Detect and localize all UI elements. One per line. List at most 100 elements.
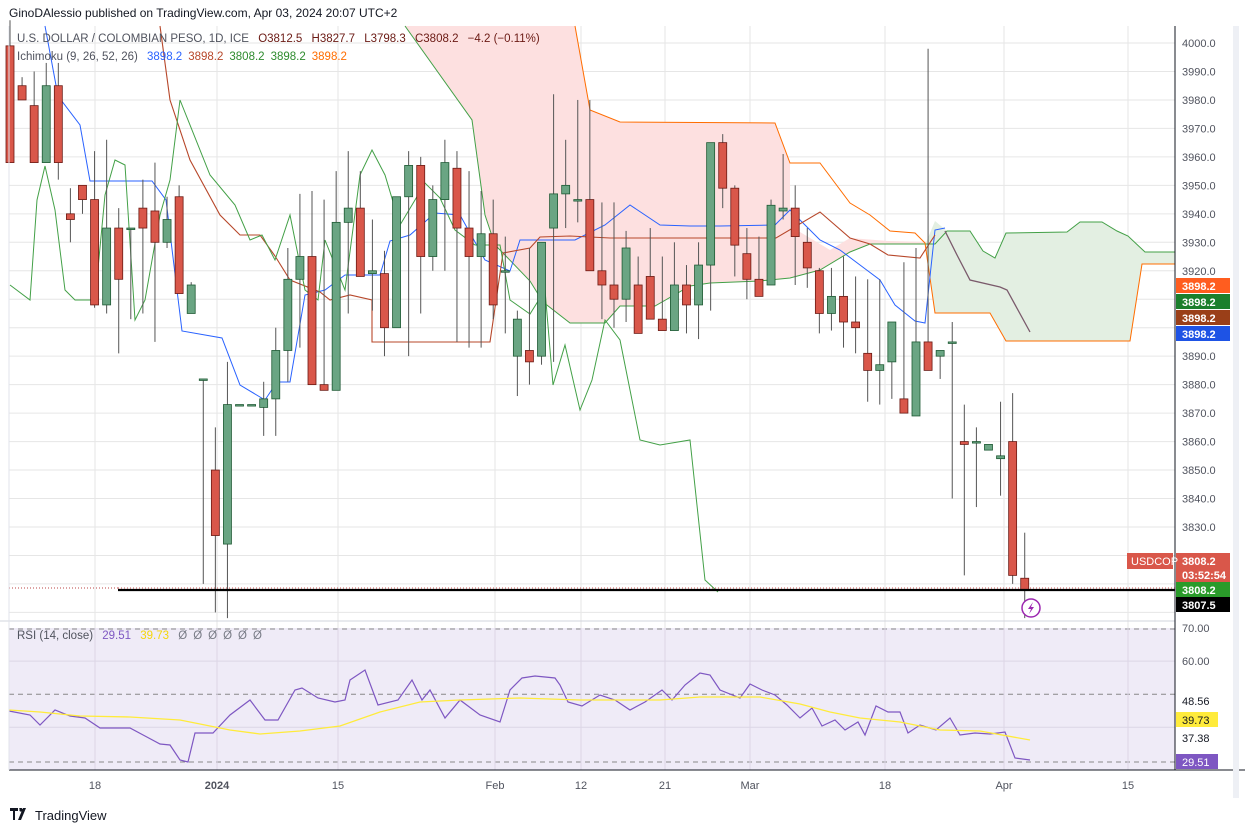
candle [247,404,257,407]
candle [138,207,148,229]
candle [210,469,220,536]
candle [887,321,897,363]
candle [863,352,873,371]
candle [114,227,124,280]
candle [476,233,486,257]
candle [283,278,293,351]
time-tick: Mar [741,780,760,792]
rsi-label[interactable]: RSI (14, close) [17,630,94,642]
rsi-empty-value-5: Ø [253,630,262,642]
rsi-tick: 70.00 [1182,623,1210,635]
price-tick: 3860.0 [1182,437,1216,449]
candle [778,207,788,212]
candle [295,256,305,280]
price-tick: 3870.0 [1182,408,1216,420]
price-label: 3898.2 [1182,313,1216,325]
price-label: 3898.2 [1182,329,1216,341]
candle [186,284,196,314]
axes: 4000.0 3990.0 3980.0 3970.0 3960.0 3950.0 3940… [0,26,1245,799]
candle [5,45,15,163]
candle [307,256,317,386]
candle [102,227,112,306]
candle [911,341,921,417]
candle [839,295,848,323]
candle [223,404,232,545]
svg-text:USDCOP: USDCOP [1131,556,1178,568]
candle [899,398,909,414]
ichimoku-value-0: 3898.2 [147,51,183,63]
candle [500,270,510,273]
ohlc-high: H3827.7 [311,33,355,45]
candle [561,184,571,195]
candle [718,142,728,189]
ichimoku-value-1: 3898.2 [188,51,224,63]
candle [271,350,281,400]
candle [355,207,365,277]
candle [343,207,353,223]
time-tick: 21 [659,780,671,792]
candle [645,276,655,320]
candle [416,165,426,257]
time-tick: 2024 [205,780,230,792]
candle [621,247,631,300]
candle [392,196,401,329]
horizontal-line[interactable] [9,587,1175,618]
candle [972,441,981,444]
price-tick: 3980.0 [1182,95,1216,107]
candle [440,162,450,200]
candle [512,318,522,357]
tradingview-brand: TradingView [35,808,107,823]
candle [706,142,716,266]
candle [90,199,99,306]
rsi-tick: 60.00 [1182,656,1210,668]
candle [742,253,752,280]
candle [814,270,824,314]
chart-canvas[interactable]: 4000.0 3990.0 3980.0 3970.0 3960.0 3950.0 3940… [0,0,1245,800]
rsi-empty-value-3: Ø [223,630,233,642]
candlesticks [5,20,1030,619]
candle [41,85,51,163]
rsi-value: 29.51 [102,630,132,642]
price-tick: 3940.0 [1182,209,1216,221]
rsi-empty-value-1: Ø [193,630,203,642]
ichimoku-values: 3898.2 3898.2 3808.2 3898.2 3898.2 [147,51,353,63]
ichimoku-value-2: 3808.2 [229,51,265,63]
candle [162,219,172,243]
ichimoku-label[interactable]: Ichimoku (9, 26, 52, 26) [17,51,138,63]
rsi-empty-value-4: Ø [238,630,247,642]
candle [380,273,389,329]
tradingview-mark-icon [10,808,30,823]
candle [452,167,462,229]
candle [1008,441,1018,576]
rsi-label: 37.38 [1182,733,1210,745]
candle [428,199,438,257]
candle [875,364,885,371]
rsi-ma-value: 39.73 [140,630,170,642]
candle [367,270,377,275]
rsi-label: 29.51 [1182,757,1210,769]
publisher-line: GinoDAlessio published on TradingView.co… [9,6,398,20]
price-label: 3808.2 [1182,585,1216,597]
symbol-title[interactable]: U.S. DOLLAR / COLOMBIAN PESO, 1D, ICE [17,33,249,45]
candle [585,199,595,272]
candle [947,341,957,344]
price-label: 3898.2 [1182,281,1216,293]
candle [790,207,800,237]
ohlc-change: −4.2 (−0.11%) [467,33,540,45]
price-label: 03:52:54 [1182,570,1227,582]
price-tick: 3890.0 [1182,351,1216,363]
candle [827,295,836,314]
price-label: 3807.5 [1182,600,1216,612]
ohlc-open: O3812.5 [258,33,303,45]
rsi-empty-value-0: Ø [178,630,188,642]
rsi-label: 39.73 [1182,715,1210,727]
time-tick: 15 [1122,780,1134,792]
lightning-event-icon[interactable] [1021,598,1041,618]
tradingview-logo[interactable]: TradingView [10,808,107,823]
candle [935,350,945,357]
candle [597,270,607,286]
candle [682,284,691,306]
price-label: 3898.2 [1182,297,1216,309]
